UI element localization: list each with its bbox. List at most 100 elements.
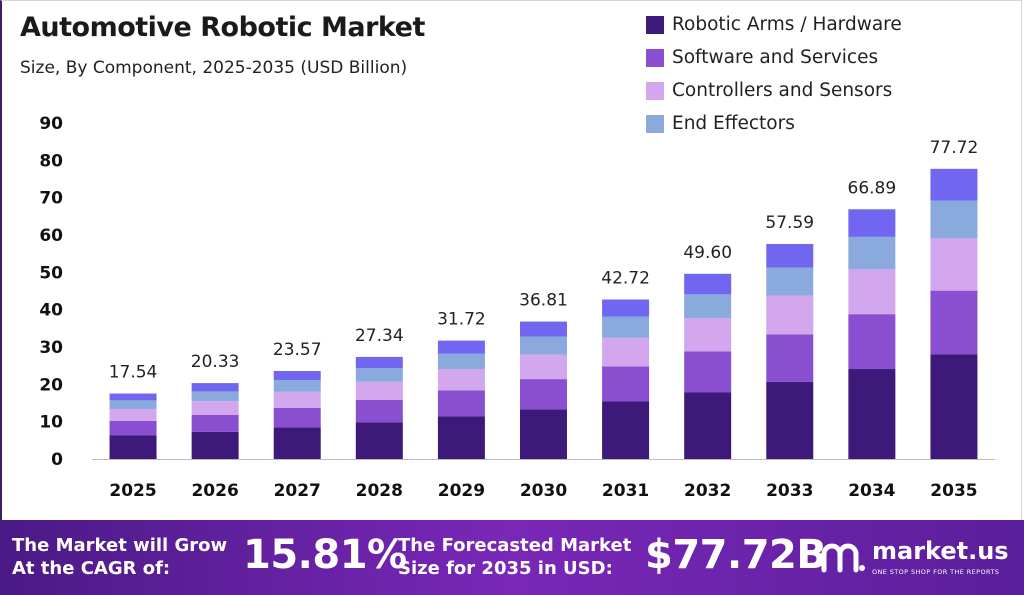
bar-segment: [273, 391, 321, 408]
legend-item-end-effectors: End Effectors: [646, 107, 902, 140]
bar-segment: [273, 427, 321, 459]
bar-segment: [520, 409, 567, 459]
data-label: 27.34: [355, 326, 404, 346]
bar-segment: [109, 400, 157, 409]
legend-label: End Effectors: [672, 113, 795, 134]
data-label: 57.59: [765, 213, 814, 233]
legend-item-controllers: Controllers and Sensors: [646, 74, 902, 107]
x-tick-label: 2034: [848, 481, 895, 501]
bar-segment: [355, 422, 403, 459]
bar-segment: [848, 369, 896, 459]
chart-subtitle: Size, By Component, 2025-2035 (USD Billi…: [20, 58, 408, 78]
legend-label: Robotic Arms / Hardware: [672, 14, 902, 35]
y-tick-label: 80: [39, 151, 63, 171]
bar-segment: [848, 269, 896, 315]
legend-item-robotic-arms: Robotic Arms / Hardware: [646, 8, 902, 41]
cagr-caption-line1: The Market will Grow: [12, 535, 228, 556]
forecast-value: $77.72B: [645, 532, 827, 578]
bar-segment: [273, 407, 321, 428]
data-label: 23.57: [273, 340, 322, 360]
data-label: 77.72: [930, 138, 979, 158]
bar-segment: [109, 435, 157, 459]
bar-segment: [437, 390, 485, 417]
cagr-value: 15.81%: [243, 532, 407, 578]
bar-segment: [602, 366, 650, 402]
bar-segment: [437, 369, 485, 391]
bar-segment: [848, 209, 896, 237]
bar-segment: [109, 408, 157, 421]
x-tick-label: 2028: [356, 481, 403, 501]
bar-segment: [191, 401, 239, 415]
data-label: 36.81: [519, 291, 568, 311]
forecast-caption: The Forecasted Market Size for 2035 in U…: [398, 534, 631, 580]
x-tick-label: 2030: [520, 481, 567, 501]
legend-swatch: [646, 48, 664, 67]
chart-frame: [0, 0, 1022, 520]
bar-segment: [355, 400, 403, 423]
y-tick-label: 70: [39, 189, 63, 209]
data-label: 66.89: [848, 178, 897, 198]
bar-segment: [930, 200, 978, 239]
bar-segment: [273, 380, 321, 392]
forecast-caption-line2: Size for 2035 in USD:: [398, 558, 613, 579]
data-label: 31.72: [437, 310, 486, 330]
bar-segment: [191, 391, 239, 402]
bar-segment: [766, 267, 814, 296]
y-tick-label: 0: [51, 450, 63, 470]
logo-tagline: ONE STOP SHOP FOR THE REPORTS: [872, 568, 1000, 576]
legend: Robotic Arms / Hardware Software and Ser…: [646, 8, 902, 140]
forecast-caption-line1: The Forecasted Market: [398, 535, 632, 556]
cagr-caption: The Market will Grow At the CAGR of:: [12, 534, 227, 580]
bar-segment: [355, 381, 403, 401]
bar-segment: [930, 168, 978, 201]
legend-swatch: [646, 114, 664, 133]
bar-segment: [684, 351, 732, 393]
bar-segment: [520, 379, 567, 410]
legend-swatch: [646, 81, 664, 100]
legend-label: Software and Services: [672, 47, 879, 68]
bar-segment: [602, 299, 650, 317]
bar-segment: [437, 353, 485, 370]
bar-segment: [602, 337, 650, 367]
bar-segment: [191, 414, 239, 432]
x-tick-label: 2026: [191, 481, 238, 501]
bar-segment: [355, 356, 403, 369]
footer-banner: The Market will Grow At the CAGR of: 15.…: [0, 520, 1024, 595]
bar-segment: [684, 294, 732, 319]
data-label: 17.54: [109, 363, 158, 383]
bar-segment: [520, 354, 567, 380]
y-tick-label: 90: [39, 114, 63, 134]
legend-item-software: Software and Services: [646, 41, 902, 74]
y-tick-label: 60: [39, 226, 63, 246]
x-tick-label: 2027: [274, 481, 321, 501]
x-tick-label: 2035: [930, 481, 977, 501]
logo-name: market.us: [872, 537, 1009, 565]
x-tick-label: 2032: [684, 481, 731, 501]
x-tick-label: 2031: [602, 481, 649, 501]
cagr-caption-line2: At the CAGR of:: [12, 558, 171, 579]
legend-label: Controllers and Sensors: [672, 80, 893, 101]
x-tick-label: 2025: [109, 481, 156, 501]
bar-segment: [848, 314, 896, 370]
y-tick-label: 10: [39, 413, 63, 433]
bar-segment: [437, 340, 485, 354]
market-us-logo-icon: [821, 543, 865, 573]
bar-segment: [520, 321, 567, 337]
data-label: 49.60: [683, 243, 732, 263]
bar-segment: [766, 381, 814, 459]
legend-swatch: [646, 15, 664, 34]
bar-segment: [684, 318, 732, 352]
bar-segment: [273, 371, 321, 381]
chart-title: Automotive Robotic Market: [20, 12, 425, 43]
bar-segment: [930, 290, 978, 355]
bar-segment: [930, 354, 978, 459]
bar-segment: [930, 238, 978, 291]
bar-segment: [602, 401, 650, 459]
bar-segment: [109, 393, 157, 401]
data-label: 42.72: [601, 269, 650, 289]
bar-segment: [684, 392, 732, 459]
bar-segment: [684, 273, 732, 295]
bar-segment: [437, 416, 485, 459]
bar-segment: [355, 368, 403, 382]
bar-segment: [191, 431, 239, 459]
